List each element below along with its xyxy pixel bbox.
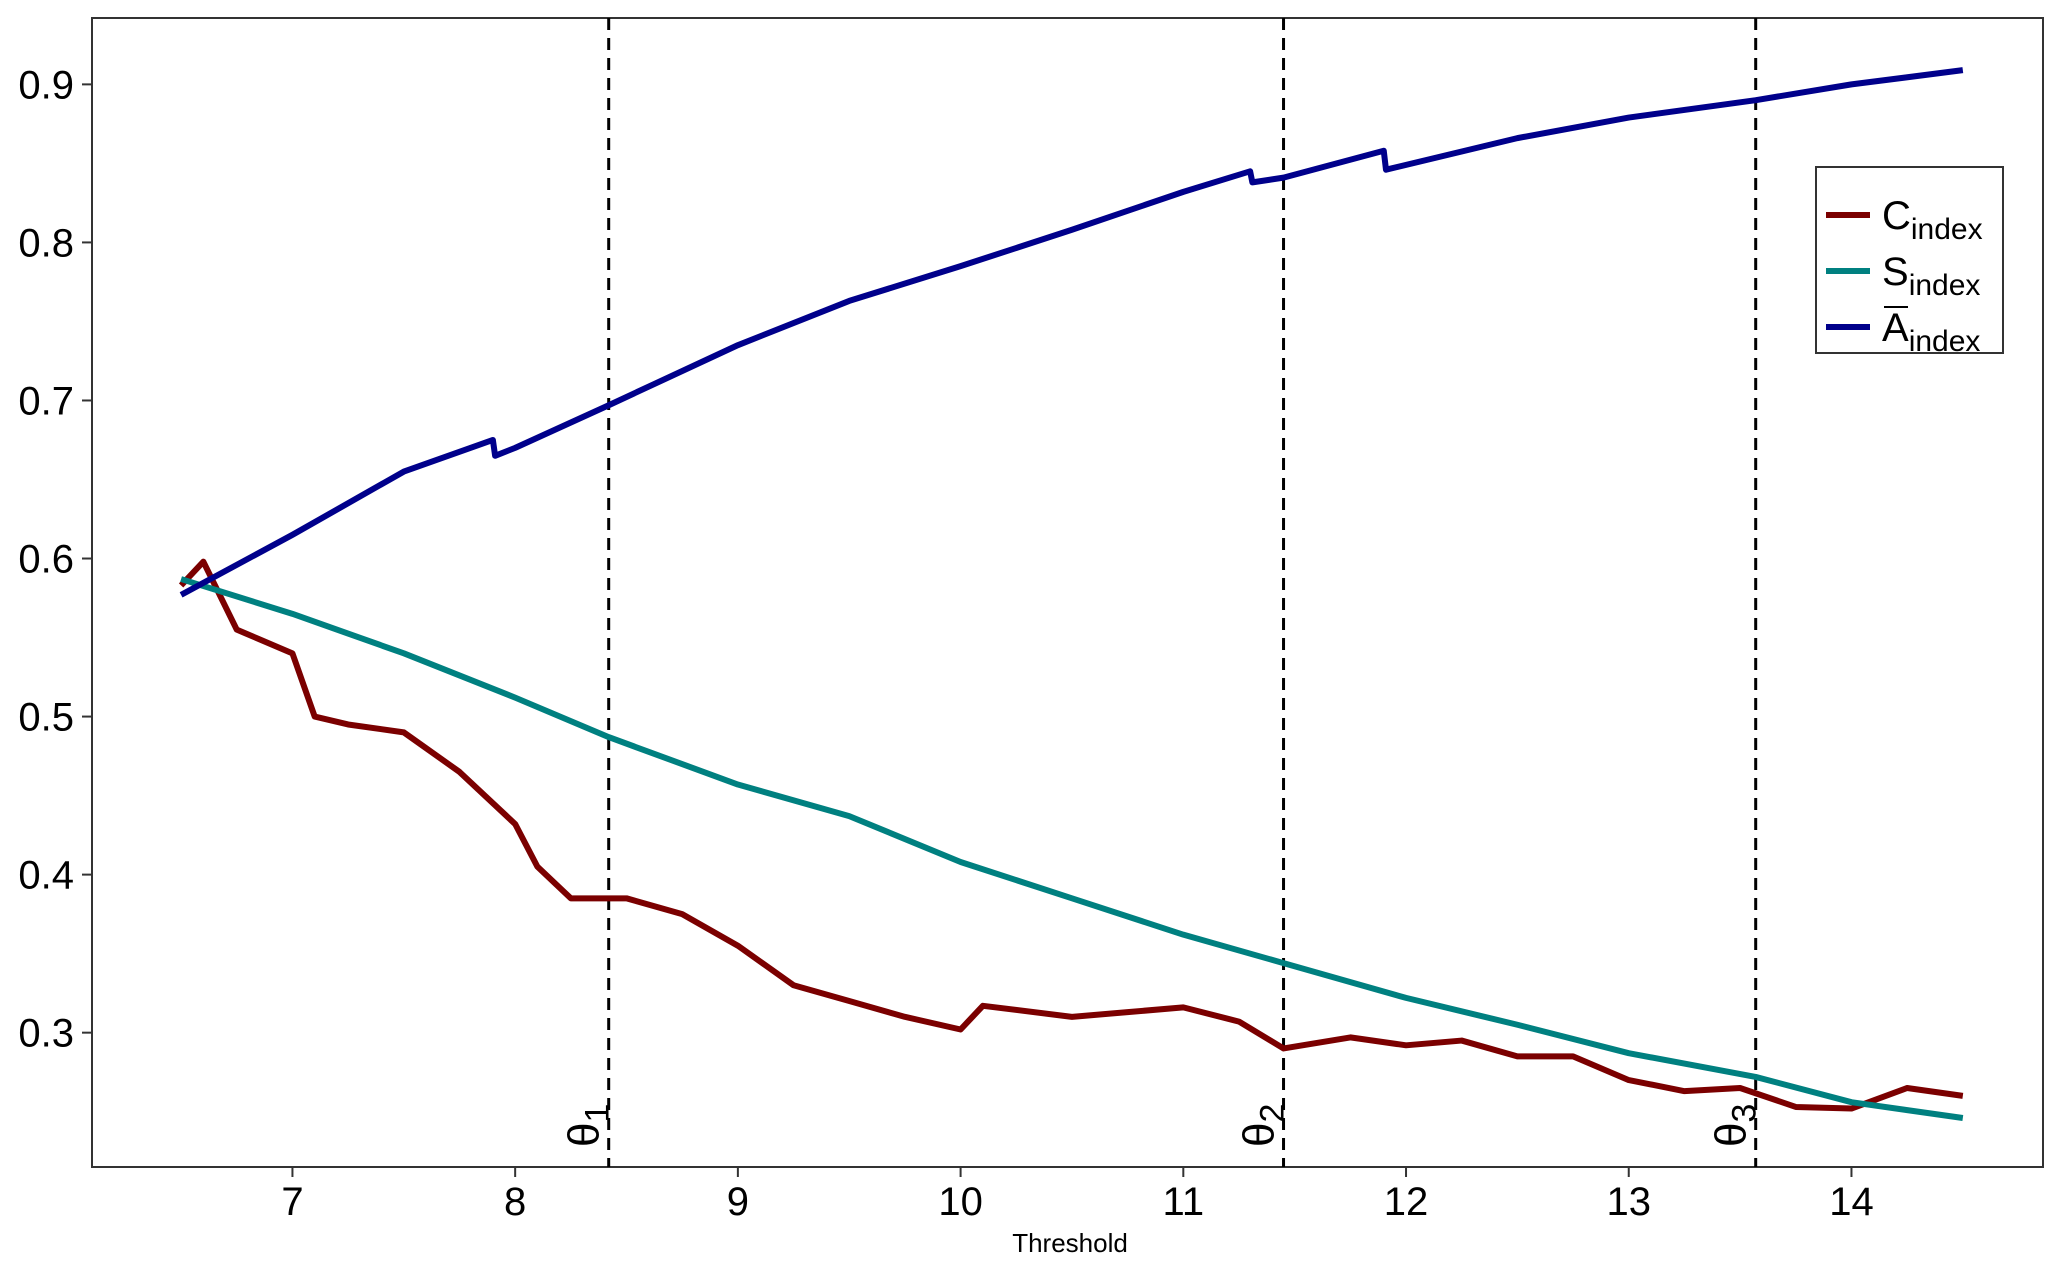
y-tick-label: 0.5 <box>18 696 74 740</box>
x-tick-label: 9 <box>727 1180 749 1224</box>
series-line <box>178 558 1964 1112</box>
threshold-symbol: θ <box>560 1123 609 1147</box>
x-tick-label: 7 <box>281 1180 303 1224</box>
threshold-symbol: θ <box>1235 1123 1284 1147</box>
y-tick-label: 0.4 <box>18 854 74 898</box>
threshold-subscript: 3 <box>1726 1104 1764 1123</box>
y-tick-label: 0.9 <box>18 63 74 107</box>
legend-box <box>1815 166 2004 354</box>
series-line <box>180 576 1964 1121</box>
x-tick-label: 10 <box>938 1180 983 1224</box>
x-tick-label: 8 <box>504 1180 526 1224</box>
x-tick-label: 12 <box>1384 1180 1429 1224</box>
y-tick-label: 0.8 <box>18 221 74 265</box>
legend-label: Sindex <box>1882 250 1980 302</box>
legend-label: Aindex <box>1882 306 1980 358</box>
legend-subscript: index <box>1911 213 1983 246</box>
legend-name: A <box>1882 306 1909 350</box>
legend-subscript: index <box>1909 269 1981 302</box>
x-tick-label: 14 <box>1829 1180 1874 1224</box>
threshold-label: θ3 <box>1707 1104 1764 1147</box>
threshold-subscript: 1 <box>579 1104 617 1123</box>
threshold-symbol: θ <box>1707 1123 1756 1147</box>
x-tick-label: 13 <box>1606 1180 1651 1224</box>
threshold-subscript: 2 <box>1254 1104 1292 1123</box>
y-tick-label: 0.3 <box>18 1012 74 1056</box>
x-axis-title: Threshold <box>1012 1228 1128 1258</box>
y-tick-label: 0.7 <box>18 379 74 423</box>
plot-frame <box>91 17 2044 1168</box>
legend-label: Cindex <box>1882 194 1983 246</box>
legend-subscript: index <box>1909 325 1981 358</box>
legend-name: C <box>1882 194 1911 238</box>
x-tick-label: 11 <box>1163 1180 1205 1224</box>
series-line <box>179 67 1964 598</box>
threshold-label: θ2 <box>1235 1104 1292 1147</box>
threshold-label: θ1 <box>560 1104 617 1147</box>
y-tick-label: 0.6 <box>18 538 74 582</box>
legend-name: S <box>1882 250 1909 294</box>
